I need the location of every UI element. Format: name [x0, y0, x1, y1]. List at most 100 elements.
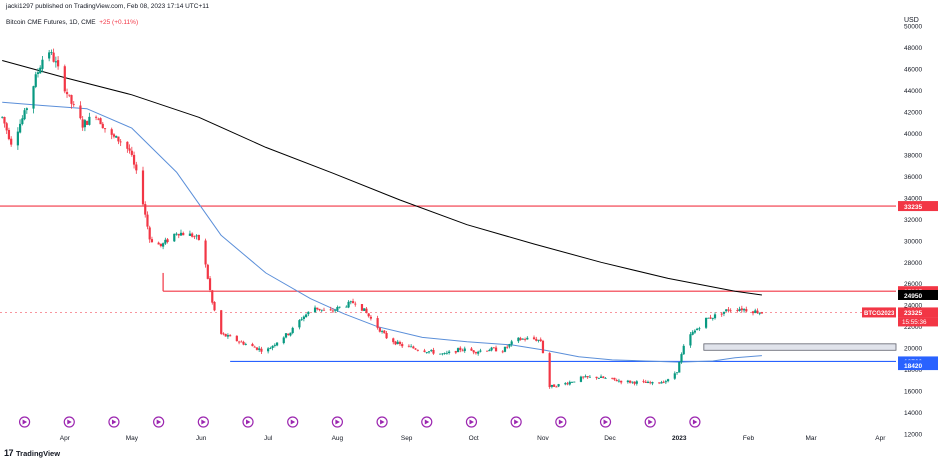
- candle-body: [427, 351, 431, 353]
- candle-body: [521, 338, 524, 340]
- candle-body: [698, 328, 701, 330]
- candle-body: [322, 309, 326, 311]
- price-change: +25 (+0.11%): [99, 19, 139, 26]
- candle-body: [537, 339, 540, 341]
- y-tick-label: 36000: [904, 174, 922, 181]
- candle-body: [224, 333, 227, 337]
- symbol-header: Bitcoin CME Futures, 1D, CME +25 (+0.11%…: [6, 19, 138, 26]
- candle-body: [130, 150, 133, 155]
- candle-body: [164, 239, 167, 244]
- candle-body: [16, 131, 19, 146]
- candle-body: [707, 317, 710, 319]
- candle-body: [742, 309, 746, 311]
- candle-body: [305, 314, 308, 318]
- candle-body: [141, 170, 145, 205]
- price-tag-bg: [898, 360, 938, 371]
- candle-body: [86, 120, 89, 125]
- x-tick-label: Feb: [743, 435, 755, 442]
- candle-body: [135, 164, 138, 171]
- publish-info: jacki1297 published on TradingView.com, …: [6, 3, 210, 10]
- candle-body: [620, 380, 623, 383]
- candle-body: [526, 337, 529, 340]
- price-tag: 33235: [904, 204, 922, 211]
- x-tick-label: Apr: [60, 435, 71, 442]
- candle-body: [253, 346, 256, 348]
- x-tick-label: Aug: [332, 435, 344, 442]
- candle-body: [709, 317, 712, 319]
- candle-body: [430, 350, 433, 351]
- y-tick-label: 22000: [904, 324, 922, 331]
- candle-body: [39, 67, 42, 74]
- candle-body: [584, 376, 587, 378]
- candle-body: [691, 332, 694, 335]
- candle-body: [680, 354, 683, 363]
- candle-body: [664, 381, 667, 383]
- candle-body: [338, 306, 341, 308]
- candle-body: [34, 74, 37, 87]
- candle-body: [195, 235, 198, 237]
- candle-body: [729, 310, 732, 312]
- ma-50-line: [2, 101, 762, 363]
- candle-body: [599, 376, 603, 378]
- candle-body: [269, 348, 272, 349]
- price-tag-bg: [898, 201, 938, 212]
- x-tick-label: Sep: [401, 435, 413, 442]
- candle-body: [345, 306, 348, 308]
- candle-body: [88, 116, 91, 125]
- event-arrow-icon: [111, 419, 117, 425]
- candle-body: [336, 307, 339, 311]
- candle-body: [535, 338, 538, 341]
- candle-body: [320, 309, 323, 311]
- candle-body: [5, 123, 8, 131]
- event-arrow-icon: [380, 419, 385, 425]
- candle-body: [150, 239, 154, 243]
- candle-body: [369, 316, 373, 319]
- candle-body: [206, 264, 209, 279]
- candle-body: [56, 60, 60, 67]
- candle-body: [579, 376, 583, 382]
- candle-body: [97, 118, 100, 120]
- x-tick-label: Apr: [875, 435, 886, 442]
- candle-body: [275, 342, 279, 346]
- candle-body: [376, 318, 379, 328]
- candle-body: [555, 386, 558, 388]
- candle-body: [470, 348, 473, 351]
- candle-body: [191, 233, 194, 237]
- x-tick-label: Jul: [264, 435, 273, 442]
- candle-body: [365, 308, 368, 314]
- candle-body: [756, 310, 759, 314]
- candle-body: [635, 381, 638, 384]
- candle-body: [351, 301, 355, 304]
- candle-body: [229, 335, 232, 337]
- candle-body: [510, 341, 513, 345]
- candle-body: [595, 376, 598, 379]
- tradingview-footer: 17 TradingView: [4, 448, 60, 458]
- candle-body: [119, 141, 122, 143]
- y-tick-label: 40000: [904, 131, 922, 138]
- candle-body: [235, 335, 238, 342]
- candle-body: [222, 333, 225, 335]
- y-tick-label: 44000: [904, 88, 922, 95]
- candle-body: [32, 86, 35, 109]
- countdown-bg: [898, 317, 938, 327]
- x-tick-label: 2023: [672, 435, 687, 442]
- candle-body: [553, 384, 556, 387]
- candle-body: [613, 377, 616, 380]
- candle-body: [21, 118, 24, 125]
- candle-body: [727, 309, 730, 311]
- candle-body: [550, 384, 554, 387]
- candle-body: [63, 66, 66, 92]
- y-tick-label: 18000: [904, 367, 922, 374]
- candle-body: [492, 347, 495, 349]
- ma-200-line: [2, 60, 762, 296]
- candle-body: [54, 61, 57, 63]
- event-arrow-icon: [424, 419, 430, 425]
- candle-body: [284, 333, 288, 338]
- candle-body: [110, 129, 113, 135]
- candle-body: [360, 304, 364, 311]
- candle-body: [204, 240, 207, 265]
- candle-body: [318, 308, 321, 310]
- x-tick-label: Nov: [537, 435, 549, 442]
- candle-body: [347, 301, 350, 308]
